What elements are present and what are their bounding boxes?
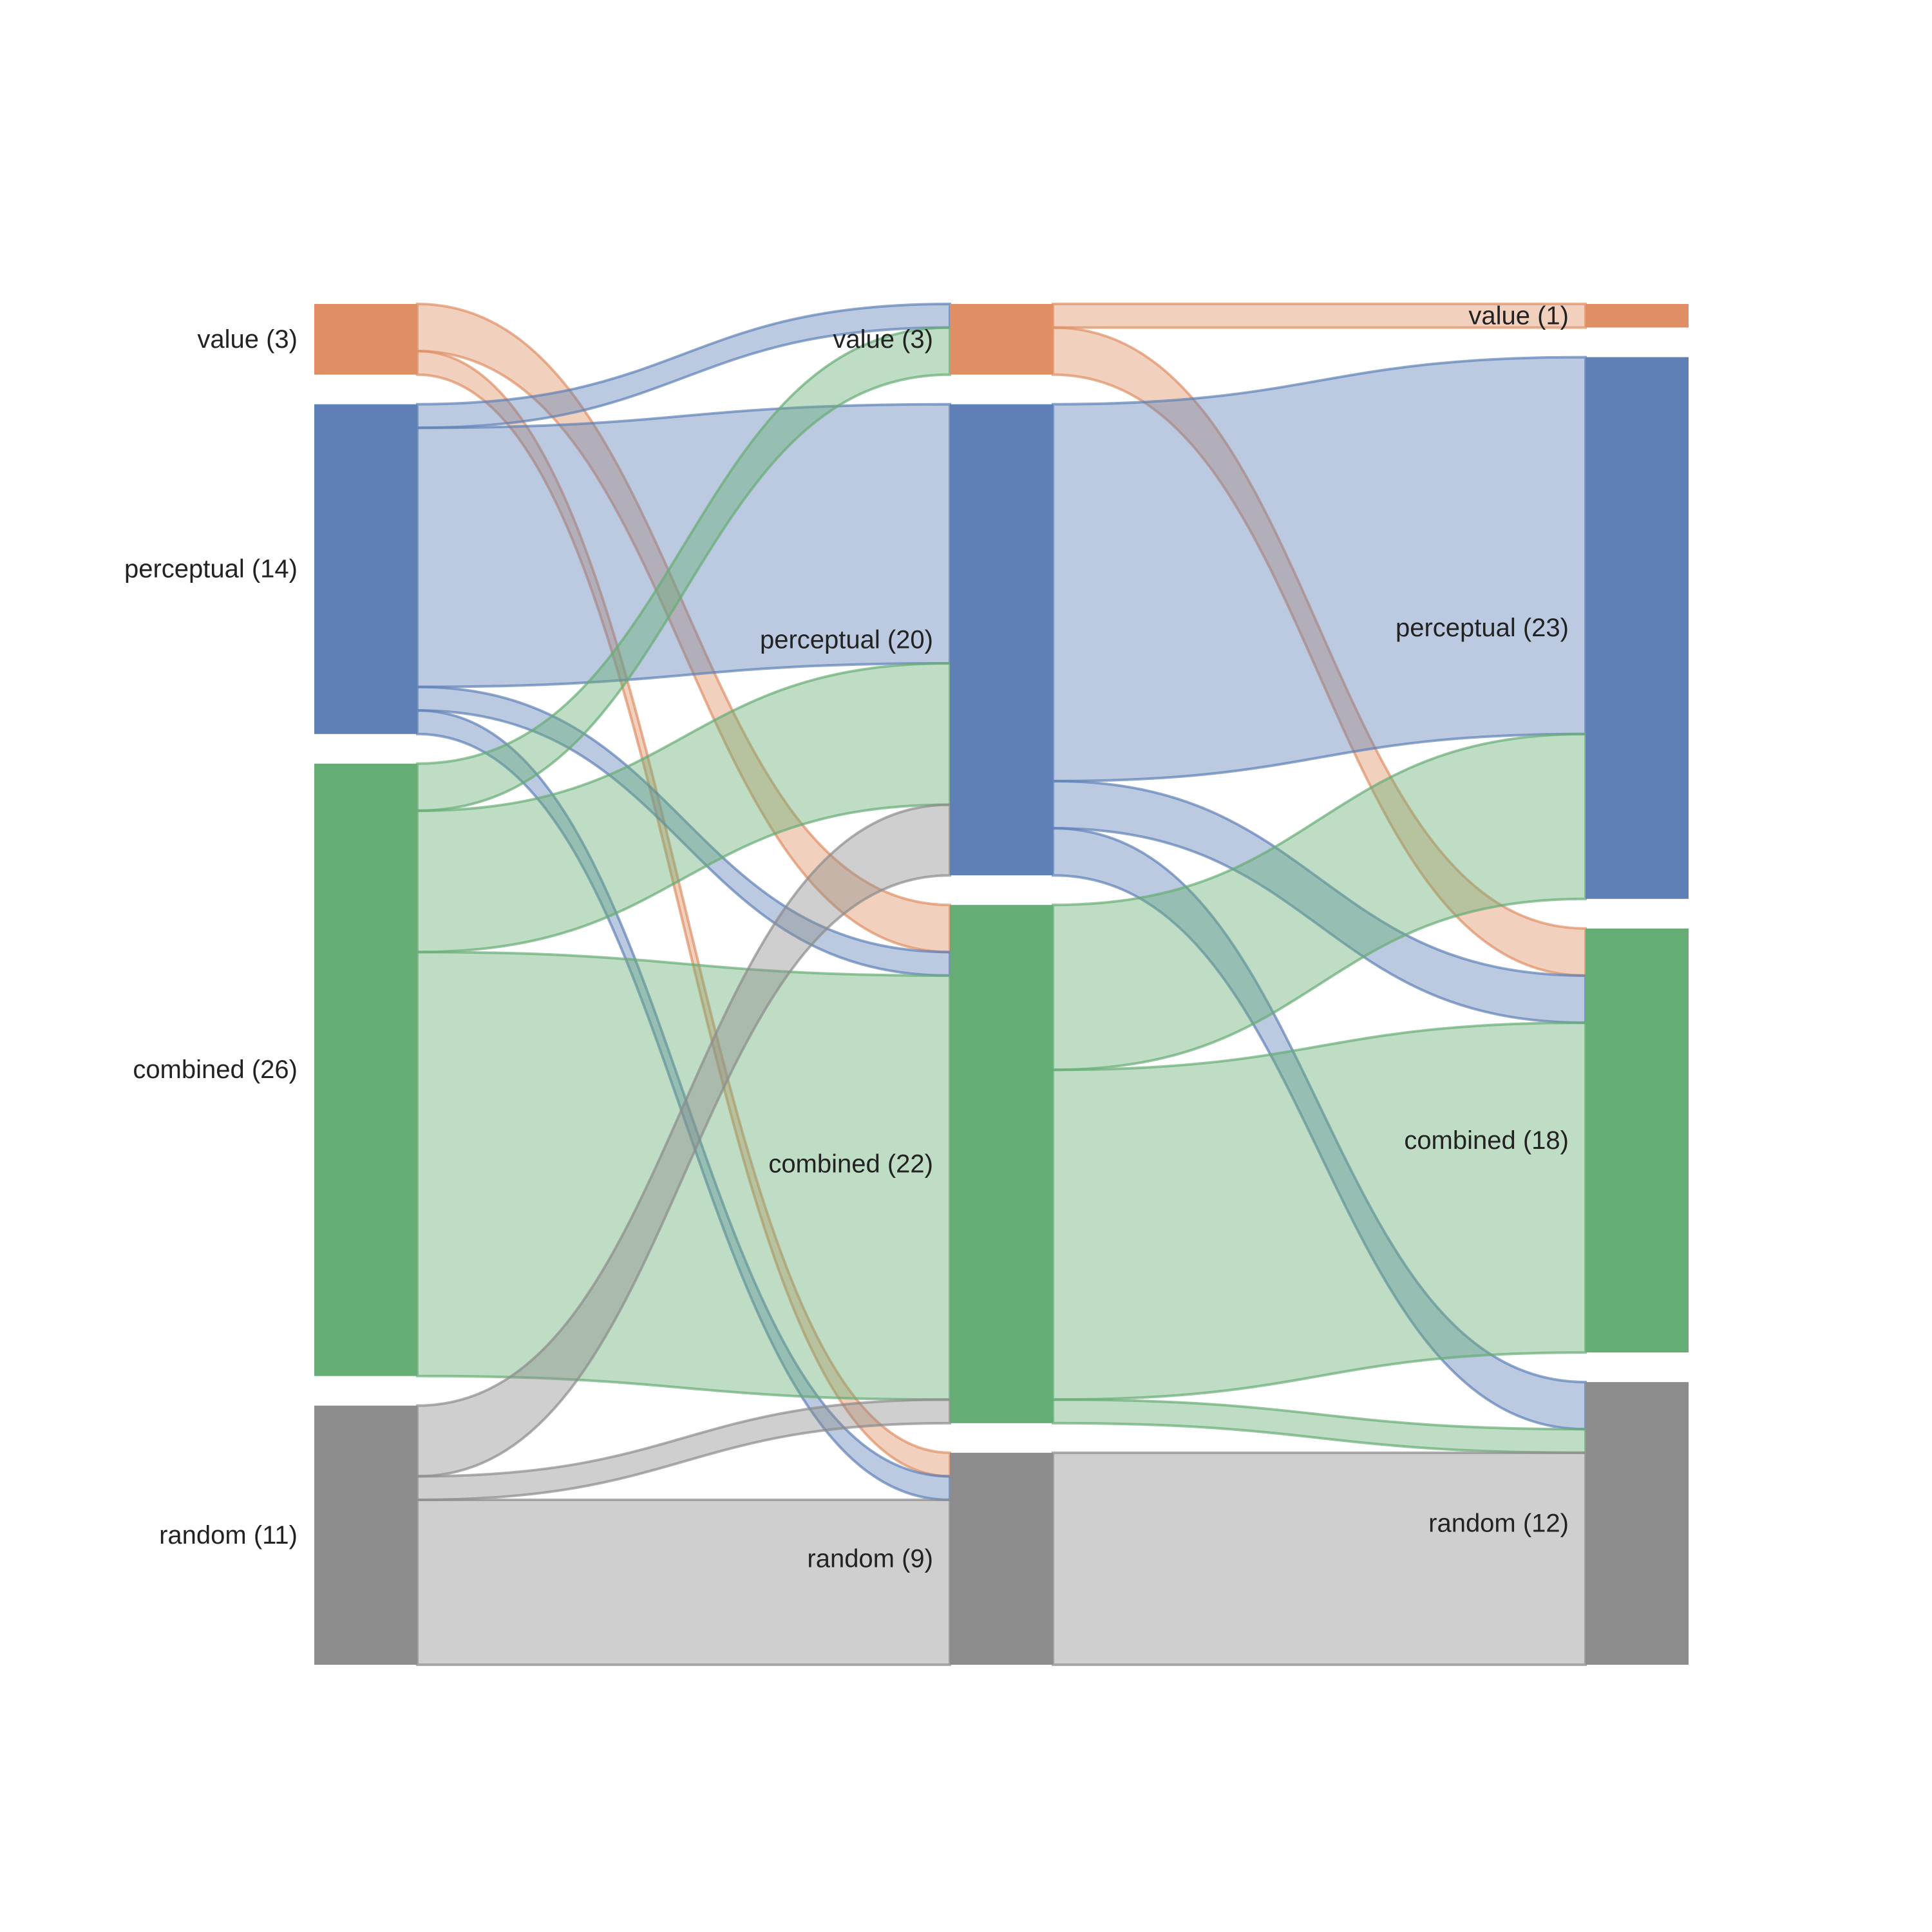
- node-label-R_combined: combined (18): [1404, 1126, 1569, 1155]
- node-L_combined: [314, 763, 417, 1376]
- node-L_value: [314, 304, 417, 375]
- node-R_value: [1586, 304, 1689, 328]
- flow-links: [416, 302, 1587, 1667]
- node-M_random: [950, 1452, 1053, 1665]
- node-M_combined: [950, 905, 1053, 1423]
- node-L_random: [314, 1405, 417, 1665]
- flow-link-L_random-to-M_random: [416, 1498, 951, 1667]
- flow-link-M_combined-to-R_combined: [1052, 1021, 1587, 1401]
- node-M_perceptual: [950, 404, 1053, 876]
- node-R_perceptual: [1586, 357, 1689, 899]
- node-label-M_value: value (3): [833, 325, 933, 354]
- node-label-M_perceptual: perceptual (20): [760, 625, 933, 654]
- flow-link-M_random-to-R_random: [1052, 1451, 1587, 1667]
- node-label-R_value: value (1): [1468, 301, 1569, 330]
- node-label-L_combined: combined (26): [133, 1056, 298, 1084]
- flow-link-M_combined-to-R_perceptual: [1052, 732, 1587, 1072]
- node-M_value: [950, 304, 1053, 375]
- node-R_combined: [1586, 928, 1689, 1353]
- node-L_perceptual: [314, 404, 417, 734]
- node-label-M_combined: combined (22): [768, 1150, 933, 1179]
- node-bars: [314, 304, 1689, 1665]
- flow-link-M_perceptual-to-R_perceptual: [1052, 355, 1587, 782]
- node-label-L_perceptual: perceptual (14): [124, 555, 298, 583]
- node-label-L_value: value (3): [197, 325, 298, 354]
- node-labels: value (3) perceptual (14) combined (26) ran…: [124, 301, 1569, 1573]
- node-label-L_random: random (11): [159, 1521, 298, 1549]
- node-label-M_random: random (9): [807, 1544, 933, 1573]
- node-label-R_random: random (12): [1428, 1510, 1569, 1538]
- node-label-R_perceptual: perceptual (23): [1396, 614, 1569, 642]
- node-R_random: [1586, 1382, 1689, 1665]
